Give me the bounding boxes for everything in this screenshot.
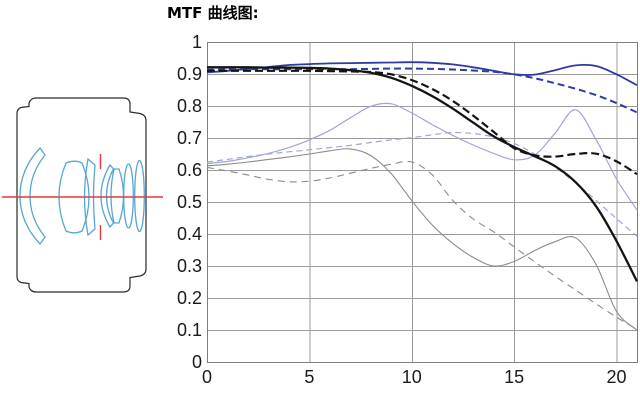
- y-tick-label: 0.1: [176, 320, 202, 340]
- curve-lavender-solid: [207, 102, 638, 211]
- mtf-plot-area: [207, 42, 638, 363]
- lens-element-small-center: [110, 168, 125, 224]
- lens-elements: [19, 146, 145, 246]
- curve-lavender-dashed: [207, 131, 638, 237]
- x-tick-label: 15: [504, 367, 525, 387]
- lens-barrel-outline: [16, 97, 147, 293]
- lens-cross-section-svg: [2, 97, 163, 293]
- y-tick-label: 0.4: [176, 224, 202, 244]
- lens-diagram: [0, 85, 170, 320]
- lens-element-rear-of-doublet: [83, 157, 96, 237]
- curve-blue-solid: [207, 61, 638, 86]
- x-tick-label: 5: [304, 367, 315, 387]
- x-tick-label: 0: [201, 367, 212, 387]
- page-title: MTF 曲线图:: [167, 4, 259, 22]
- y-tick-label: 0: [191, 352, 202, 372]
- curve-black-dashed: [207, 69, 638, 176]
- y-tick-label: 1: [191, 32, 202, 52]
- y-tick-label: 0.3: [176, 256, 202, 276]
- y-tick-label: 0.7: [176, 128, 202, 148]
- curve-black-solid: [207, 66, 638, 282]
- optical-axis: [2, 154, 163, 240]
- y-tick-label: 0.2: [176, 288, 202, 308]
- curve-blue-dashed: [207, 67, 638, 114]
- plot-border: [207, 42, 638, 363]
- y-tick-label: 0.8: [176, 96, 202, 116]
- lens-element-thin-2: [134, 159, 145, 233]
- mtf-chart: [207, 42, 638, 363]
- curve-gray-dashed: [207, 160, 638, 330]
- x-tick-label: 20: [606, 367, 627, 387]
- y-tick-label: 0.9: [176, 64, 202, 84]
- y-tick-label: 0.6: [176, 160, 202, 180]
- lens-element-thin-1: [123, 163, 134, 229]
- curve-gray-solid: [207, 148, 638, 331]
- y-tick-label: 0.5: [176, 192, 202, 212]
- lens-element-front-meniscus: [19, 146, 46, 246]
- x-tick-label: 10: [401, 367, 422, 387]
